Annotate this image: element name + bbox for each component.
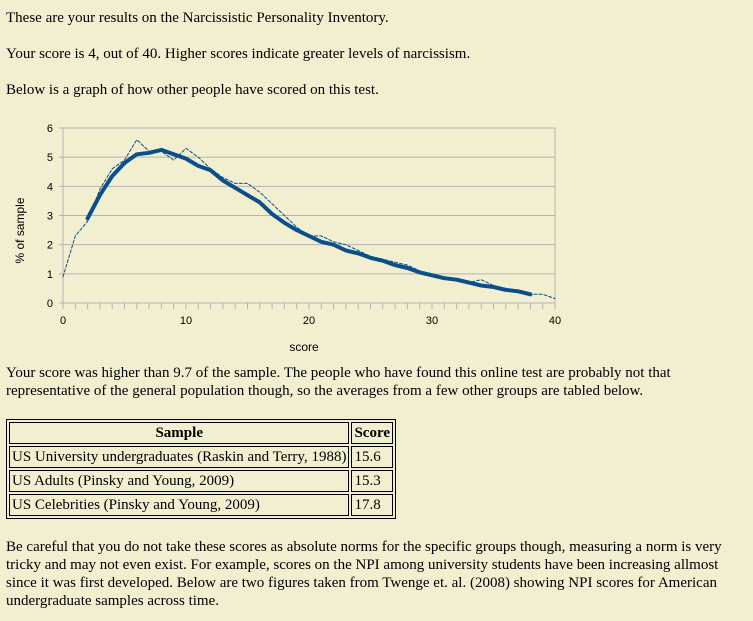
- y-tick-label: 4: [47, 181, 53, 193]
- y-tick-label: 0: [47, 298, 53, 310]
- y-tick-label: 1: [47, 269, 53, 281]
- summary-paragraph: Your score was higher than 9.7 of the sa…: [6, 365, 671, 399]
- x-tick-label: 40: [549, 315, 561, 327]
- score-cell: 17.8: [351, 494, 393, 516]
- table-row: US Adults (Pinsky and Young, 2009) 15.3: [9, 470, 393, 492]
- intro-line-results: These are your results on the Narcissist…: [6, 10, 389, 26]
- score-cell: 15.3: [351, 470, 393, 492]
- y-tick-label: 6: [47, 123, 53, 135]
- series-line-raw: [62, 139, 556, 300]
- y-tick-label: 5: [47, 152, 53, 164]
- x-tick-label: 30: [426, 315, 438, 327]
- x-tick-label: 20: [303, 315, 315, 327]
- chart-svg: 0 1 2 3 4 5 6 0 10 20 30 40 score % of sample: [13, 123, 561, 354]
- sample-cell: US Adults (Pinsky and Young, 2009): [9, 470, 350, 492]
- score-distribution-chart: 0 1 2 3 4 5 6 0 10 20 30 40 score % of sample: [0, 115, 600, 360]
- intro-line-graph: Below is a graph of how other people hav…: [6, 82, 379, 98]
- series-line-smoothed: [85, 147, 533, 297]
- table-row: US Celebrities (Pinsky and Young, 2009) …: [9, 494, 393, 516]
- score-cell: 15.6: [351, 446, 393, 468]
- footer-paragraph: Be careful that you do not take these sc…: [6, 539, 722, 609]
- y-tick-label: 3: [47, 211, 53, 223]
- x-tick-label: 0: [60, 315, 66, 327]
- header-sample: Sample: [9, 422, 350, 444]
- y-axis-label: % of sample: [13, 197, 27, 263]
- x-tick-label: 10: [180, 315, 192, 327]
- intro-line-score: Your score is 4, out of 40. Higher score…: [6, 46, 471, 62]
- sample-cell: US Celebrities (Pinsky and Young, 2009): [9, 494, 350, 516]
- header-score: Score: [351, 422, 393, 444]
- sample-cell: US University undergraduates (Raskin and…: [9, 446, 350, 468]
- table-header-row: Sample Score: [9, 422, 393, 444]
- table-row: US University undergraduates (Raskin and…: [9, 446, 393, 468]
- y-tick-label: 2: [47, 240, 53, 252]
- comparison-table: Sample Score US University undergraduate…: [6, 419, 396, 519]
- x-axis-label: score: [289, 340, 319, 354]
